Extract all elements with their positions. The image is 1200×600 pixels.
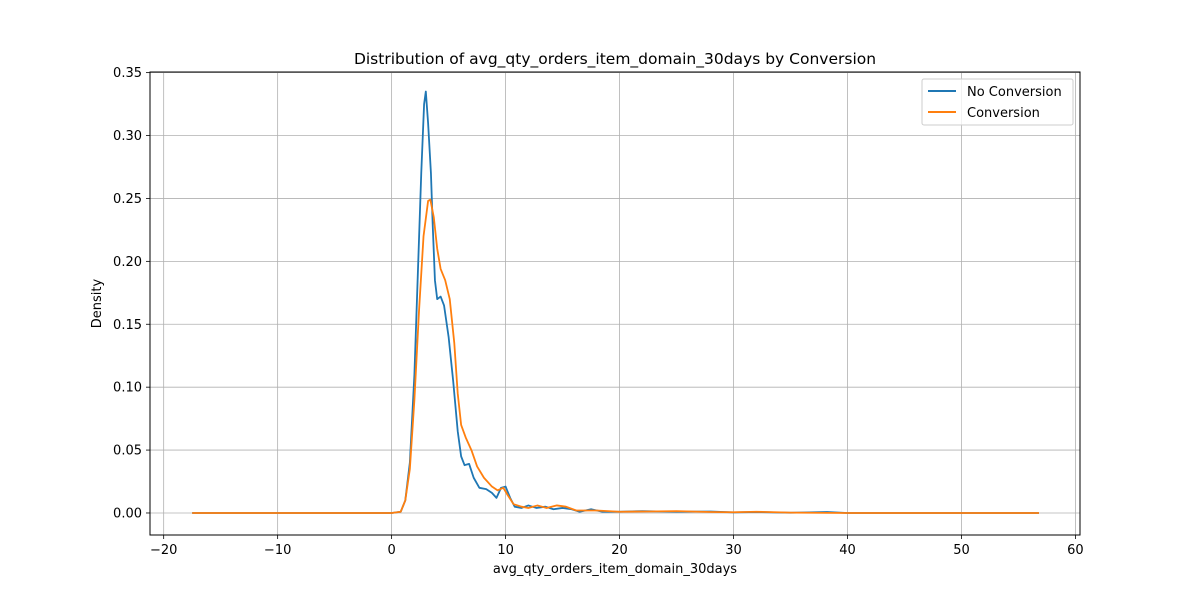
- y-tick-label: 0.10: [113, 381, 142, 396]
- plot-frame: [149, 71, 1081, 536]
- y-tick-label: 0.05: [113, 444, 142, 459]
- y-tick-label: 0.35: [113, 66, 142, 81]
- x-tick-label: 50: [953, 543, 970, 558]
- x-tick-label: 60: [1067, 543, 1084, 558]
- chart-title: Distribution of avg_qty_orders_item_doma…: [354, 50, 876, 69]
- x-tick-label: −20: [150, 543, 177, 558]
- series-layer: [192, 90, 1039, 514]
- series-line-conversion: [192, 198, 1039, 514]
- y-axis-title: Density: [90, 278, 105, 328]
- x-tick-label: 20: [611, 543, 628, 558]
- x-tick-label: 40: [839, 543, 856, 558]
- legend-label-no-conversion: No Conversion: [967, 85, 1062, 100]
- legend: No Conversion Conversion: [921, 78, 1074, 126]
- x-tick-label: 0: [387, 543, 395, 558]
- y-tick-label: 0.15: [113, 318, 142, 333]
- y-tick-label: 0.00: [113, 506, 142, 521]
- tick-layer: −20 −10 0 10 20 30 40 50 60 0.00 0.05 0.10 0.15 0.20 0…: [113, 66, 1084, 558]
- x-axis-title: avg_qty_orders_item_domain_30days: [493, 562, 737, 577]
- y-tick-label: 0.25: [113, 192, 142, 207]
- legend-box: [921, 78, 1074, 126]
- x-tick-label: −10: [264, 543, 291, 558]
- y-tick-label: 0.20: [113, 255, 142, 270]
- x-tick-label: 30: [725, 543, 742, 558]
- x-tick-label: 10: [497, 543, 514, 558]
- y-tick-label: 0.30: [113, 129, 142, 144]
- legend-label-conversion: Conversion: [967, 106, 1040, 121]
